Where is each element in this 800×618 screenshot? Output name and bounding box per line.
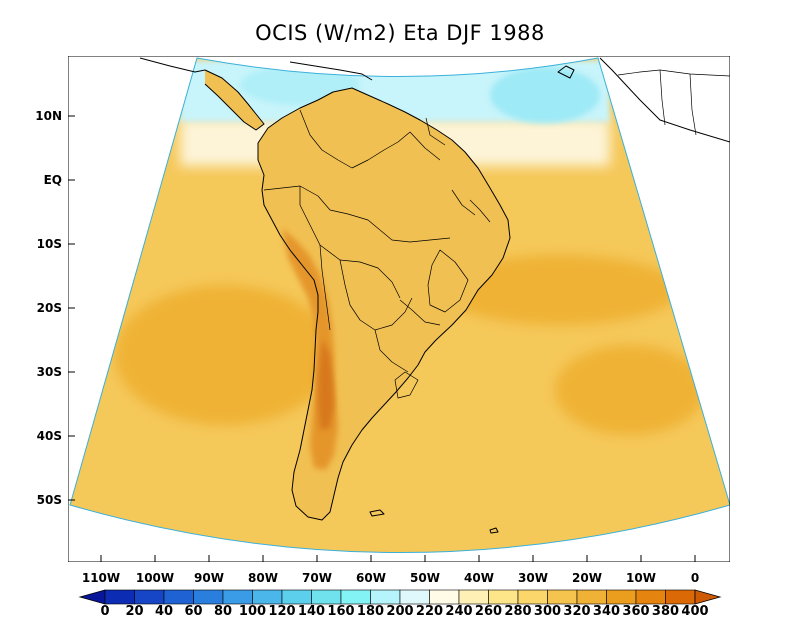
lat-tick-label: 50S	[37, 493, 62, 507]
colorbar-label: 200	[386, 604, 413, 618]
subtropical-high-southwest	[115, 285, 335, 425]
lat-tick-label: 20S	[37, 301, 62, 315]
colorbar-segment	[665, 589, 696, 605]
lon-tick-label: 0	[691, 571, 699, 585]
colorbar-label: 260	[475, 604, 502, 618]
colorbar-segment	[281, 589, 312, 605]
colorbar-label: 400	[681, 604, 708, 618]
colorbar-label: 160	[327, 604, 354, 618]
lat-tick-label: 30S	[37, 365, 62, 379]
country-borders	[263, 69, 730, 399]
colorbar-label: 60	[184, 604, 202, 618]
lon-tick-label: 40W	[464, 571, 494, 585]
colorbar-segment	[635, 589, 666, 605]
lon-tick-label: 60W	[356, 571, 386, 585]
colorbar-label: 240	[445, 604, 472, 618]
colorbar-label: 40	[155, 604, 173, 618]
lat-tick-label: EQ	[44, 173, 62, 187]
longitude-axis: 110W 100W 90W 80W 70W 60W 50W 40W 30W 20W 10W 0	[82, 555, 699, 585]
lon-tick-label: 80W	[248, 571, 278, 585]
colorbar-under-arrow	[78, 589, 106, 605]
colorbar-segment	[104, 589, 135, 605]
coastlines	[139, 57, 730, 534]
lon-tick-label: 90W	[194, 571, 224, 585]
lon-tick-label: 20W	[572, 571, 602, 585]
colorbar-segment	[163, 589, 194, 605]
colorbar-segment	[193, 589, 224, 605]
colorbar-segment	[370, 589, 401, 605]
colorbar-segment	[429, 589, 460, 605]
lon-tick-label: 50W	[410, 571, 440, 585]
colorbar-label: 300	[534, 604, 561, 618]
colorbar-segment	[134, 589, 165, 605]
ocis-field	[70, 58, 730, 553]
map-area	[68, 56, 730, 562]
lon-tick-label: 10W	[626, 571, 656, 585]
colorbar-over-arrow	[694, 589, 722, 605]
lon-tick-label: 110W	[82, 571, 120, 585]
colorbar-label: 180	[357, 604, 384, 618]
colorbar-segment	[488, 589, 519, 605]
colorbar-label: 120	[268, 604, 295, 618]
colorbar-segment	[517, 589, 548, 605]
colorbar: 0 20 40 60 80 100 120 140 160 180 200 220 240 260 280 3…	[78, 589, 722, 618]
colorbar-label: 280	[504, 604, 531, 618]
map-title: OCIS (W/m2) Eta DJF 1988	[255, 21, 545, 45]
colorbar-label: 220	[416, 604, 443, 618]
colorbar-label: 140	[298, 604, 325, 618]
lat-tick-label: 10S	[37, 237, 62, 251]
lat-tick-label: 40S	[37, 429, 62, 443]
colorbar-label: 360	[622, 604, 649, 618]
colorbar-segment	[606, 589, 637, 605]
lon-tick-label: 30W	[518, 571, 548, 585]
cloud-core-east	[490, 67, 600, 123]
colorbar-label: 340	[593, 604, 620, 618]
colorbar-label: 100	[239, 604, 266, 618]
colorbar-segment	[252, 589, 283, 605]
colorbar-label: 0	[100, 604, 109, 618]
colorbar-label: 80	[214, 604, 232, 618]
colorbar-segment	[340, 589, 371, 605]
subtropical-high-southeast	[555, 345, 705, 435]
lat-tick-label: 10N	[35, 109, 62, 123]
colorbar-segment	[311, 589, 342, 605]
colorbar-segment	[576, 589, 607, 605]
colorbar-label: 20	[125, 604, 143, 618]
colorbar-label: 380	[652, 604, 679, 618]
colorbar-segment	[222, 589, 253, 605]
atlantic-band	[440, 255, 680, 325]
model-domain-outline	[69, 57, 730, 553]
lon-tick-label: 70W	[302, 571, 332, 585]
colorbar-label: 320	[563, 604, 590, 618]
colorbar-segment	[547, 589, 578, 605]
latitude-axis: 10N EQ 10S 20S 30S 40S 50S	[35, 109, 75, 507]
central-america-land	[205, 70, 264, 130]
colorbar-segment	[458, 589, 489, 605]
colorbar-segment	[399, 589, 430, 605]
lon-tick-label: 100W	[136, 571, 174, 585]
andes-peak-radiation	[318, 338, 334, 430]
